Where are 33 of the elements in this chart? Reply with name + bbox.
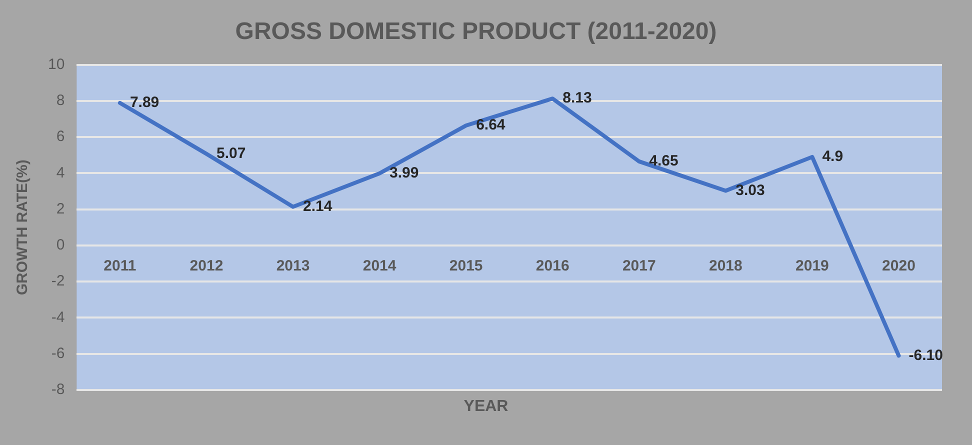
data-label: 7.89 (130, 94, 160, 112)
x-tick-label: 2019 (796, 258, 829, 275)
y-tick-label: 4 (56, 164, 65, 182)
x-axis-title: YEAR (462, 398, 510, 416)
y-axis-title: GROWTH RATE(%) (14, 160, 32, 296)
data-label: -6.10 (908, 346, 943, 364)
data-label: 4.65 (649, 152, 678, 170)
data-label: 6.64 (476, 116, 506, 134)
y-tick-label: -6 (51, 345, 65, 362)
x-tick-label: 2020 (882, 258, 916, 275)
data-label: 8.13 (562, 90, 592, 107)
x-tick-label: 2014 (362, 258, 397, 275)
x-tick-label: 2015 (449, 258, 483, 275)
y-tick-label: -2 (51, 272, 65, 290)
x-tick-label: 2013 (276, 258, 310, 275)
x-tick-label: 2012 (190, 258, 224, 275)
data-label: 2.14 (303, 198, 333, 215)
data-label: 4.9 (822, 148, 844, 166)
x-tick-label: 2016 (536, 258, 570, 275)
y-tick-label: 10 (48, 56, 65, 73)
y-tick-label: -4 (51, 308, 65, 326)
data-label: 3.99 (390, 164, 419, 182)
data-label: 5.07 (216, 145, 246, 162)
x-tick-label: 2017 (622, 258, 656, 275)
y-tick-label: 6 (56, 128, 65, 146)
y-tick-label: -8 (51, 381, 65, 398)
x-tick-label: 2011 (104, 258, 136, 275)
data-label: 3.03 (736, 182, 765, 199)
chart-title: GROSS DOMESTIC PRODUCT (2011-2020) (235, 18, 717, 46)
x-tick-label: 2018 (708, 258, 742, 275)
y-tick-label: 2 (56, 200, 65, 218)
y-tick-label: 0 (56, 236, 65, 254)
y-tick-label: 8 (56, 92, 65, 110)
